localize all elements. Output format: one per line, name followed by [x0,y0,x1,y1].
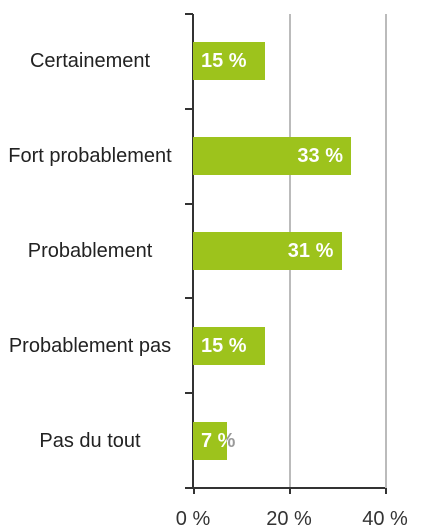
category-label: Fort probablement [8,145,172,168]
value-label: 33 % [297,137,343,175]
category-label: Pas du tout [39,429,141,452]
x-tick-label: 20 % [266,508,312,530]
category-label: Probablement pas [8,334,172,357]
bar [193,421,227,460]
y-tick-mark [185,107,193,110]
x-tick-label: 40 % [362,508,408,530]
value-label: 31 % [288,232,334,270]
y-tick-mark [185,202,193,205]
category-label: Certainement [29,50,151,73]
x-tick-mark [289,488,291,494]
bar [193,42,265,81]
bar [193,326,265,365]
x-tick-mark [193,488,195,494]
y-tick-mark [185,13,193,15]
y-tick-mark [185,487,193,489]
x-tick-mark [385,488,387,494]
bar [193,137,352,176]
x-tick-label: 0 % [175,508,211,530]
x-axis [193,487,385,489]
value-label: 15 % [201,327,247,365]
bar [193,232,342,270]
category-label: Probablement [27,240,153,262]
grid-line [385,14,387,488]
y-tick-mark [185,297,193,300]
y-tick-mark [185,392,193,395]
value-label: 15 % [201,42,247,80]
value-label: 7 % [201,422,235,460]
